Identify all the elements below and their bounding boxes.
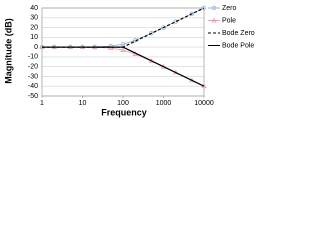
y-tick-label: 10 [30, 34, 38, 41]
y-tick-label: 20 [30, 24, 38, 31]
point [120, 47, 126, 52]
legend-marker [211, 17, 217, 23]
y-tick-label: -50 [28, 93, 38, 100]
y-tick-label: -30 [28, 73, 38, 80]
y-tick-label: -20 [28, 64, 38, 71]
point [108, 45, 114, 50]
x-tick-label: 1000 [156, 100, 172, 107]
background [0, 0, 266, 120]
point [173, 19, 178, 24]
y-tick-label: 0 [34, 44, 38, 51]
legend-marker [211, 5, 217, 11]
series-line [42, 46, 205, 87]
x-tick-label: 10000 [194, 100, 214, 107]
point [120, 41, 126, 47]
x-tick-label: 1 [40, 100, 44, 107]
y-tick-label: -10 [28, 54, 38, 61]
legend-label: Pole [222, 17, 236, 24]
legend-label: Bode Pole [222, 42, 254, 49]
plot-border [41, 7, 205, 97]
y-axis-label: Magnitude (dB) [3, 18, 13, 84]
chart: Frequency Magnitude (dB) -50 -40 -30 -20 -10… [0, 0, 266, 120]
point [201, 5, 207, 11]
y-tick-label: -40 [28, 83, 38, 90]
point [149, 31, 154, 36]
y-tick-label: 30 [30, 15, 38, 22]
x-tick-label: 100 [117, 100, 129, 107]
point [161, 25, 166, 30]
x-tick-label: 10 [79, 100, 87, 107]
y-tick-label: 40 [30, 5, 38, 12]
x-axis-label: Frequency [101, 107, 147, 117]
legend-label: Bode Zero [222, 30, 255, 37]
legend-label: Zero [222, 5, 237, 12]
point [189, 11, 195, 17]
